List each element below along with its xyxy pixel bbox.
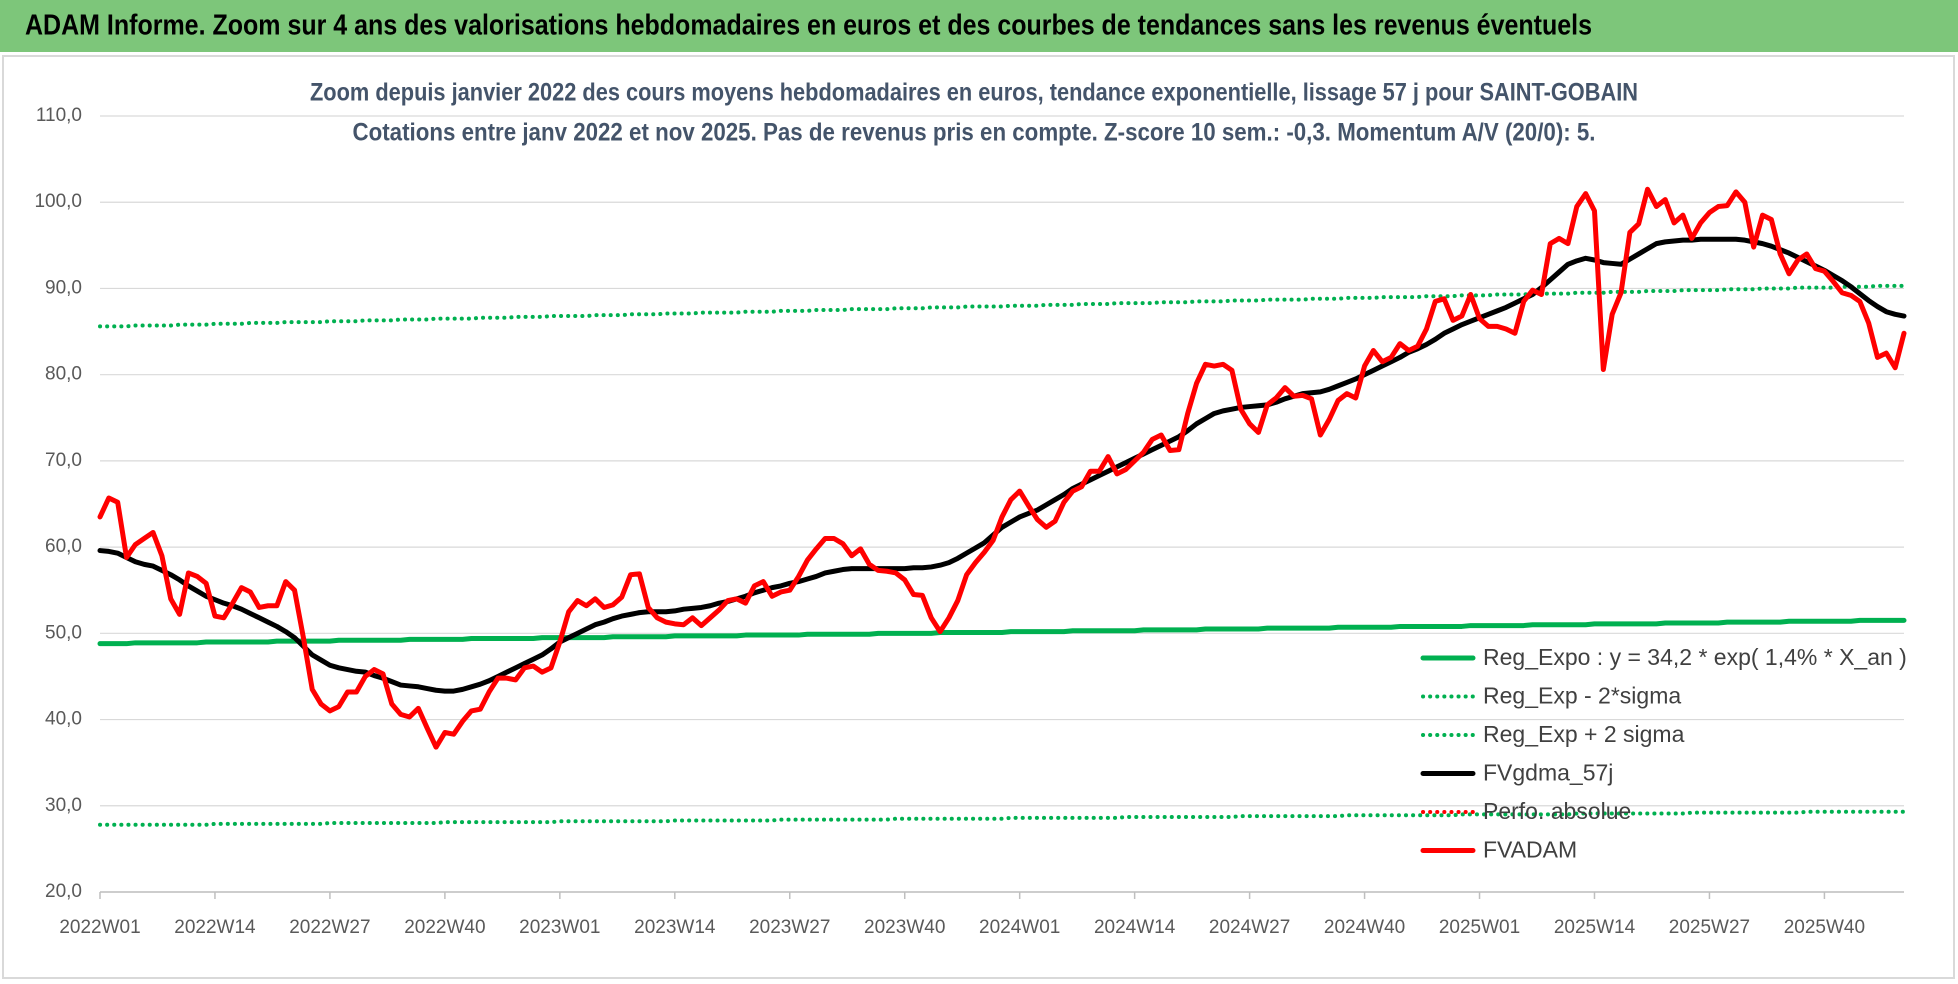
x-tick-label: 2022W40: [404, 917, 485, 938]
chart-subtitle: Cotations entre janv 2022 et nov 2025. P…: [353, 119, 1596, 147]
y-tick-label: 90,0: [45, 277, 82, 298]
y-tick-label: 30,0: [45, 795, 82, 816]
x-tick-label: 2023W27: [749, 917, 830, 938]
x-tick-label: 2024W14: [1094, 917, 1176, 938]
legend-label: Perfo. absolue: [1483, 798, 1631, 824]
x-tick-label: 2025W01: [1439, 917, 1520, 938]
y-tick-label: 20,0: [45, 881, 82, 902]
series-line: [97, 617, 1907, 647]
y-tick-label: 40,0: [45, 709, 82, 730]
legend-label: FVgdma_57j: [1483, 760, 1613, 786]
chart-title: Zoom depuis janvier 2022 des cours moyen…: [310, 79, 1638, 107]
y-tick-label: 80,0: [45, 364, 82, 385]
x-tick-label: 2024W01: [979, 917, 1060, 938]
series-line: [98, 283, 1906, 329]
y-tick-label: 110,0: [36, 105, 82, 126]
x-tick-label: 2022W01: [59, 917, 140, 938]
legend-label: Reg_Exp + 2 sigma: [1483, 721, 1685, 747]
header-bar: [0, 0, 1958, 52]
series-line: [97, 236, 1907, 694]
y-tick-label: 60,0: [45, 536, 82, 557]
chart: Zoom depuis janvier 2022 des cours moyen…: [34, 79, 1906, 938]
chart-border: [2, 55, 1955, 979]
legend-label: FVADAM: [1483, 837, 1577, 863]
x-tick-label: 2022W27: [289, 917, 370, 938]
x-tick-label: 2025W40: [1784, 917, 1865, 938]
x-tick-label: 2025W27: [1669, 917, 1750, 938]
x-tick-label: 2022W14: [174, 917, 256, 938]
x-tick-label: 2024W40: [1324, 917, 1405, 938]
x-tick-label: 2023W40: [864, 917, 945, 938]
x-tick-label: 2023W01: [519, 917, 600, 938]
series-line: [97, 186, 1907, 750]
x-tick-label: 2025W14: [1554, 917, 1636, 938]
header-title: ADAM Informe. Zoom sur 4 ans des valoris…: [25, 10, 1592, 42]
y-tick-label: 70,0: [45, 450, 82, 471]
y-tick-label: 100,0: [34, 191, 82, 212]
legend-label: Reg_Expo : y = 34,2 * exp( 1,4% * X_an ): [1483, 644, 1907, 670]
x-tick-label: 2024W27: [1209, 917, 1290, 938]
x-tick-label: 2023W14: [634, 917, 716, 938]
legend-label: Reg_Exp - 2*sigma: [1483, 683, 1681, 709]
series-line: [98, 809, 1906, 827]
y-tick-label: 50,0: [45, 622, 82, 643]
